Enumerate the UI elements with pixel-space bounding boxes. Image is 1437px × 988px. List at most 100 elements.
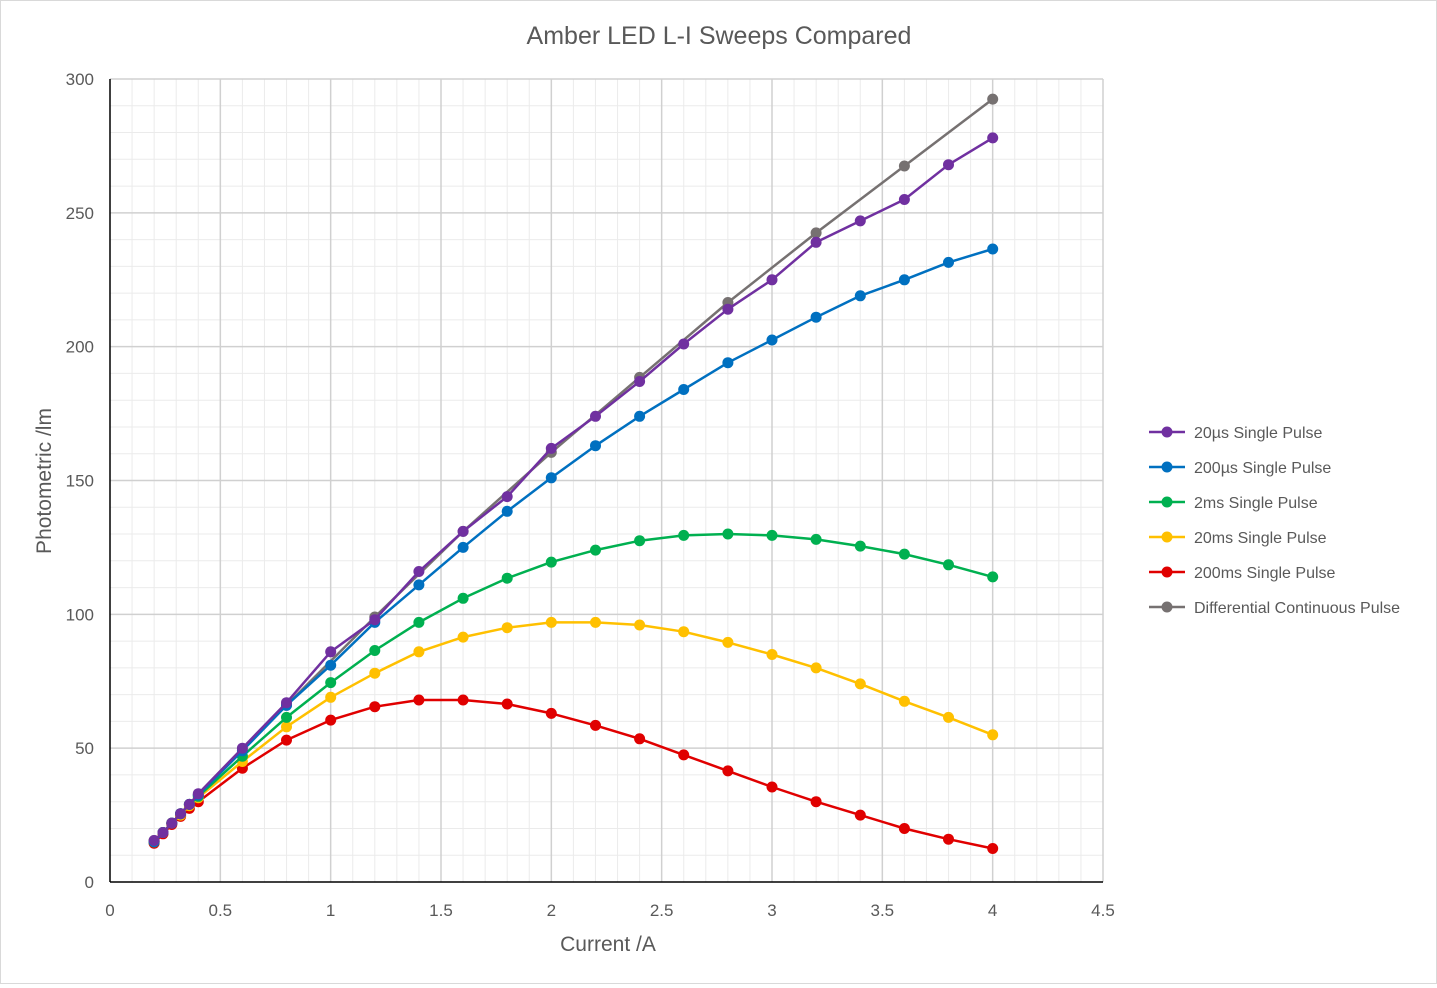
data-point [987,93,999,105]
y-axis-tick-labels: 0 50 100 150 200 250 300 [66,70,94,892]
legend-label: 200ms Single Pulse [1194,565,1336,582]
data-point [987,729,999,741]
data-point [369,614,381,626]
data-point [766,781,778,793]
data-point [545,442,557,454]
data-point [192,788,204,800]
data-point [810,311,822,323]
data-point [854,290,866,302]
data-point [281,697,292,709]
data-point [854,540,866,552]
legend-marker [1161,601,1173,613]
y-tick-label: 200 [66,338,94,357]
legend: 20µs Single Pulse 200µs Single Pulse 2ms S… [1149,425,1400,617]
data-point [590,719,601,731]
data-point [766,274,778,286]
data-point [898,823,910,834]
data-point [281,734,292,746]
legend-marker [1161,566,1173,578]
x-axis-title: Current /A [560,933,656,956]
axes [109,79,1103,883]
data-point [634,733,646,745]
data-point [157,827,169,838]
series-0 [148,132,999,846]
y-tick-label: 300 [66,70,94,89]
data-point [943,711,954,723]
data-point [943,559,954,571]
data-point [810,533,822,545]
data-point [722,528,734,540]
x-tick-label: 4.5 [1091,901,1115,920]
data-point [545,556,557,568]
data-point [678,626,690,638]
x-tick-label: 1 [326,901,335,920]
data-point [501,491,513,503]
data-point [766,649,778,660]
data-point [369,645,381,656]
data-point [854,215,866,227]
data-point [943,833,954,845]
data-point [501,505,513,517]
x-tick-label: 1.5 [429,901,453,920]
legend-label: 20µs Single Pulse [1194,425,1323,442]
data-point [634,619,646,631]
legend-marker [1161,531,1173,543]
data-point [810,236,822,248]
x-tick-label: 0 [105,901,114,920]
data-point [987,243,999,255]
legend-item: Differential Continuous Pulse [1149,600,1400,617]
data-point [369,701,381,713]
data-point [898,274,910,286]
data-point [678,338,690,350]
data-point [413,616,425,628]
x-tick-label: 4 [988,901,997,920]
x-axis-tick-labels: 0 0.5 1 1.5 2 2.5 3 3.5 4 4.5 [105,901,1115,920]
y-axis-title: Photometric /lm [33,408,56,554]
data-point [590,544,601,556]
legend-label: 2ms Single Pulse [1194,495,1318,512]
data-point [501,622,513,634]
data-point [943,159,954,171]
data-point [722,303,734,315]
data-point [898,194,910,205]
legend-label: Differential Continuous Pulse [1194,600,1400,617]
data-point [369,667,381,679]
data-point [325,691,337,703]
data-point [166,817,178,829]
x-tick-label: 2.5 [650,901,674,920]
data-point [634,535,646,547]
data-point [634,410,646,422]
y-tick-label: 100 [66,605,94,624]
series-2 [148,528,999,848]
data-point [678,384,690,395]
data-point [987,571,999,583]
data-point [987,132,999,144]
series-layer [148,93,999,854]
data-point [413,566,425,577]
data-point [501,698,513,710]
data-point [457,541,469,553]
data-point [854,809,866,821]
data-point [590,410,601,422]
y-tick-label: 250 [66,204,94,223]
data-point [987,843,999,854]
data-point [722,765,734,777]
y-tick-label: 150 [66,472,94,491]
x-tick-label: 3.5 [871,901,895,920]
data-point [281,711,292,723]
data-point [810,796,822,808]
data-point [898,160,910,172]
data-point [854,678,866,690]
data-point [590,440,601,452]
data-point [457,592,469,604]
x-tick-label: 0.5 [209,901,233,920]
data-point [183,798,195,810]
legend-marker [1161,496,1173,508]
data-point [325,646,337,658]
data-point [413,579,425,591]
x-tick-label: 2 [547,901,556,920]
legend-item: 200ms Single Pulse [1149,565,1336,582]
data-point [722,357,734,369]
data-point [545,616,557,628]
